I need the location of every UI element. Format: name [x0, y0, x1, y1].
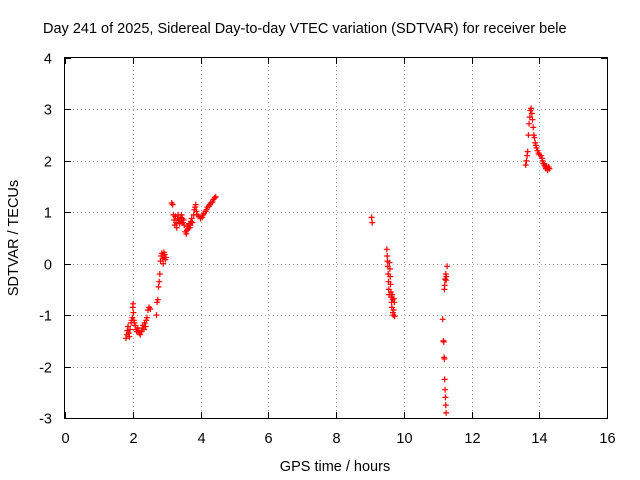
y-tick-label: 3: [44, 103, 52, 119]
x-tick-label: 2: [129, 431, 137, 447]
data-point: [155, 283, 162, 290]
x-tick-label: 4: [197, 431, 205, 447]
data-point: [524, 152, 531, 159]
y-tick-label: 4: [44, 52, 52, 68]
data-point: [160, 260, 167, 267]
data-point: [525, 132, 532, 139]
data-point: [154, 296, 161, 303]
data-point: [528, 105, 535, 112]
y-tick-label: 0: [44, 258, 52, 274]
data-point: [383, 246, 390, 253]
data-point: [127, 326, 133, 333]
data-point: [529, 116, 536, 123]
data-point: [384, 253, 391, 259]
data-point: [180, 217, 187, 223]
data-point: [189, 219, 196, 226]
data-point: [192, 201, 199, 208]
y-tick-label: -1: [39, 309, 52, 325]
data-point: [386, 265, 393, 272]
data-point: [387, 273, 394, 280]
data-point: [147, 306, 154, 312]
data-point: [212, 193, 219, 200]
y-tick-label: -3: [39, 412, 52, 428]
data-point: [546, 165, 553, 172]
data-point: [441, 282, 448, 289]
x-tick-label: 12: [464, 431, 480, 447]
y-tick-label: -2: [39, 361, 52, 377]
data-point: [369, 219, 376, 226]
x-tick-label: 0: [61, 431, 69, 447]
data-point: [531, 134, 538, 141]
data-point: [386, 259, 393, 266]
x-tick-label: 6: [264, 431, 272, 447]
data-point: [391, 299, 398, 306]
data-point: [441, 355, 448, 362]
data-point: [173, 224, 180, 231]
data-point: [126, 333, 133, 340]
data-point: [156, 271, 163, 277]
data-point: [123, 335, 129, 342]
x-tick-label: 16: [599, 431, 615, 447]
data-point: [442, 402, 449, 409]
data-point: [390, 307, 397, 313]
data-point: [442, 394, 449, 401]
data-point: [387, 281, 394, 288]
data-points: [123, 105, 553, 416]
x-tick-label: 14: [531, 431, 547, 447]
data-point: [440, 338, 447, 345]
data-point: [530, 124, 537, 131]
y-axis-ticks: -3 -2 -1 0 1 2 3 4: [39, 52, 607, 428]
x-axis-label: GPS time / hours: [280, 459, 390, 475]
data-point: [188, 215, 195, 222]
data-point: [130, 300, 137, 307]
data-point: [443, 409, 450, 416]
data-point: [442, 386, 449, 393]
data-point: [130, 309, 137, 316]
data-point: [169, 201, 176, 208]
data-point: [368, 214, 375, 221]
data-point: [524, 148, 531, 155]
x-axis-ticks: 0 2 4 6 8 10 12 14 16: [61, 58, 616, 447]
data-point: [523, 157, 530, 164]
x-tick-label: 8: [332, 431, 340, 447]
data-point: [153, 312, 160, 319]
data-point: [528, 110, 535, 117]
data-point: [522, 162, 529, 168]
data-point: [193, 208, 200, 215]
data-point: [389, 291, 396, 298]
data-point: [125, 330, 132, 337]
data-point: [441, 376, 448, 383]
data-point: [178, 211, 185, 218]
data-point: [144, 314, 150, 321]
y-axis-label: SDTVAR / TECUs: [6, 180, 22, 296]
data-point: [443, 277, 450, 284]
data-point: [526, 120, 533, 127]
data-point: [161, 251, 168, 258]
y-tick-label: 1: [44, 206, 52, 222]
data-point: [159, 255, 166, 262]
data-point: [162, 254, 169, 261]
plot-frame: [64, 57, 608, 419]
data-point: [156, 278, 163, 285]
data-point: [137, 331, 144, 338]
x-tick-label: 10: [396, 431, 412, 447]
y-tick-label: 2: [44, 155, 52, 171]
data-point: [181, 222, 188, 229]
data-point: [211, 194, 218, 201]
data-point: [439, 316, 446, 323]
data-point: [444, 263, 451, 270]
grid-lines: [65, 58, 607, 418]
chart-title: Day 241 of 2025, Sidereal Day-to-day VTE…: [43, 21, 567, 37]
data-point: [391, 313, 398, 320]
data-point: [142, 323, 149, 330]
